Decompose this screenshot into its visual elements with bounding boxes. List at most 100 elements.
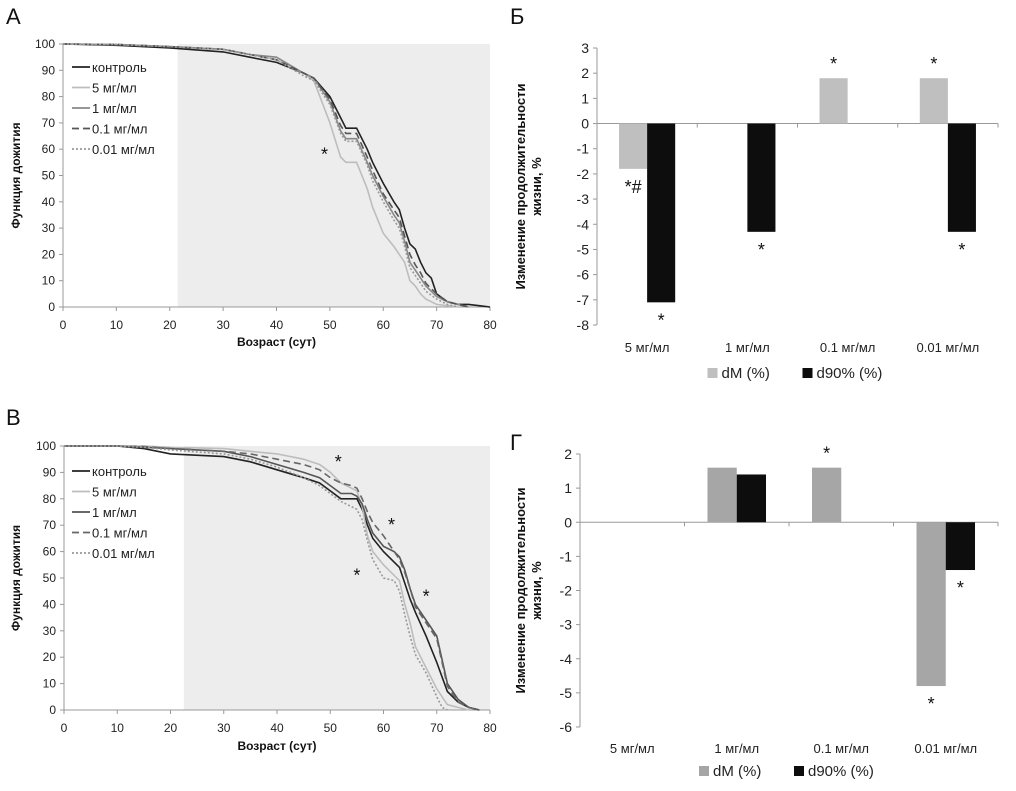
x-tick-label: 20 [164,721,178,735]
legend-label: 0.1 мг/мл [92,122,148,137]
x-tick-label: 80 [483,318,497,332]
significance-marker: * [335,452,342,472]
y-tick-label: 10 [42,274,56,288]
legend-label: 1 мг/мл [92,505,137,520]
y-tick-label: -5 [577,241,590,257]
category-label: 5 мг/мл [625,340,670,355]
y-tick-label: 100 [35,37,55,51]
y-axis-title-line1: Изменение продолжительности [513,487,528,693]
y-tick-label: 40 [43,597,57,611]
y-tick-label: 70 [42,116,56,130]
x-tick-label: 10 [110,318,124,332]
significance-marker: * [758,240,765,260]
series-line-2 [64,445,480,711]
legend-label: 0.1 мг/мл [92,526,148,541]
y-axis-title: Функция дожития [9,525,23,631]
significance-marker: * [388,515,395,535]
significance-marker: * [958,240,965,260]
y-tick-label: 90 [43,465,57,479]
y-tick-label: 60 [42,142,56,156]
panel-Б [593,47,999,378]
category-label: 1 мг/мл [725,340,770,355]
x-tick-label: 50 [323,318,337,332]
y-tick-label: 0 [564,514,572,530]
y-tick-label: 0 [49,703,56,717]
bar-0-0 [619,123,648,169]
bar-1-0 [647,123,676,303]
legend-label: 5 мг/мл [92,485,137,500]
y-tick-label: -4 [560,651,573,667]
y-tick-label: 2 [581,65,589,81]
legend-label: контроль [92,60,147,75]
x-tick-label: 10 [111,721,125,735]
category-label: 1 мг/мл [714,741,759,756]
panel-Г [576,453,999,776]
series-line-1 [64,445,469,711]
series-line-3 [62,43,469,308]
series-line-3 [64,445,480,711]
y-tick-label: 0 [48,300,55,314]
legend-label: 0.01 мг/мл [92,546,155,561]
y-axis-title: Функция дожития [9,122,23,228]
bar-1-3 [947,123,976,232]
significance-marker: * [928,694,935,714]
legend-swatch [794,766,804,776]
bar-0-1 [707,467,737,523]
y-tick-label: 80 [42,90,56,104]
y-tick-label: -2 [560,583,573,599]
legend-label: 5 мг/мл [92,81,137,96]
legend-label: контроль [92,464,147,479]
y-tick-label: 90 [42,63,56,77]
significance-marker: * [658,310,665,330]
legend-label: d90% (%) [817,365,883,382]
y-tick-label: -7 [577,292,590,308]
shaded-region [177,44,490,307]
x-tick-label: 80 [483,721,497,735]
y-tick-label: 60 [43,545,57,559]
y-tick-label: 2 [564,446,572,462]
category-label: 5 мг/мл [610,741,655,756]
series-line-0 [62,43,491,308]
bar-0-2 [819,78,848,124]
x-tick-label: 30 [216,318,230,332]
significance-marker: * [830,54,837,74]
legend-swatch [699,766,709,776]
legend-label: d90% (%) [808,763,874,780]
significance-marker: * [957,578,964,598]
y-tick-label: 20 [43,650,57,664]
significance-marker: *# [625,177,642,197]
legend-label: 0.01 мг/мл [92,142,155,157]
x-tick-label: 70 [430,318,444,332]
y-tick-label: 3 [581,40,589,56]
y-axis-title-line1: Изменение продолжительности [513,83,528,289]
significance-marker: * [423,586,430,606]
series-line-4 [64,445,448,711]
y-tick-label: 1 [581,90,589,106]
x-tick-label: 20 [163,318,177,332]
y-tick-label: 50 [42,169,56,183]
bar-1-1 [736,474,767,523]
y-tick-label: 1 [564,480,572,496]
y-tick-label: -5 [560,685,573,701]
y-tick-label: -2 [577,166,590,182]
y-axis-title-line2: жизни, % [529,157,544,217]
y-tick-label: -6 [560,719,573,735]
x-axis-title: Возраст (сут) [237,739,316,753]
x-tick-label: 60 [377,318,391,332]
legend-swatch [707,368,718,378]
significance-marker: * [823,444,830,464]
y-tick-label: 70 [43,518,57,532]
y-axis-title-line2: жизни, % [529,561,544,621]
panel-В [60,445,491,714]
y-tick-label: 10 [43,677,57,691]
x-tick-label: 40 [270,721,284,735]
bar-0-3 [916,522,946,687]
legend-label: dM (%) [713,763,761,780]
x-tick-label: 70 [430,721,444,735]
legend-swatch [802,368,813,378]
x-tick-label: 60 [377,721,391,735]
y-tick-label: -8 [577,317,590,333]
x-tick-label: 30 [217,721,231,735]
category-label: 0.1 мг/мл [820,340,876,355]
